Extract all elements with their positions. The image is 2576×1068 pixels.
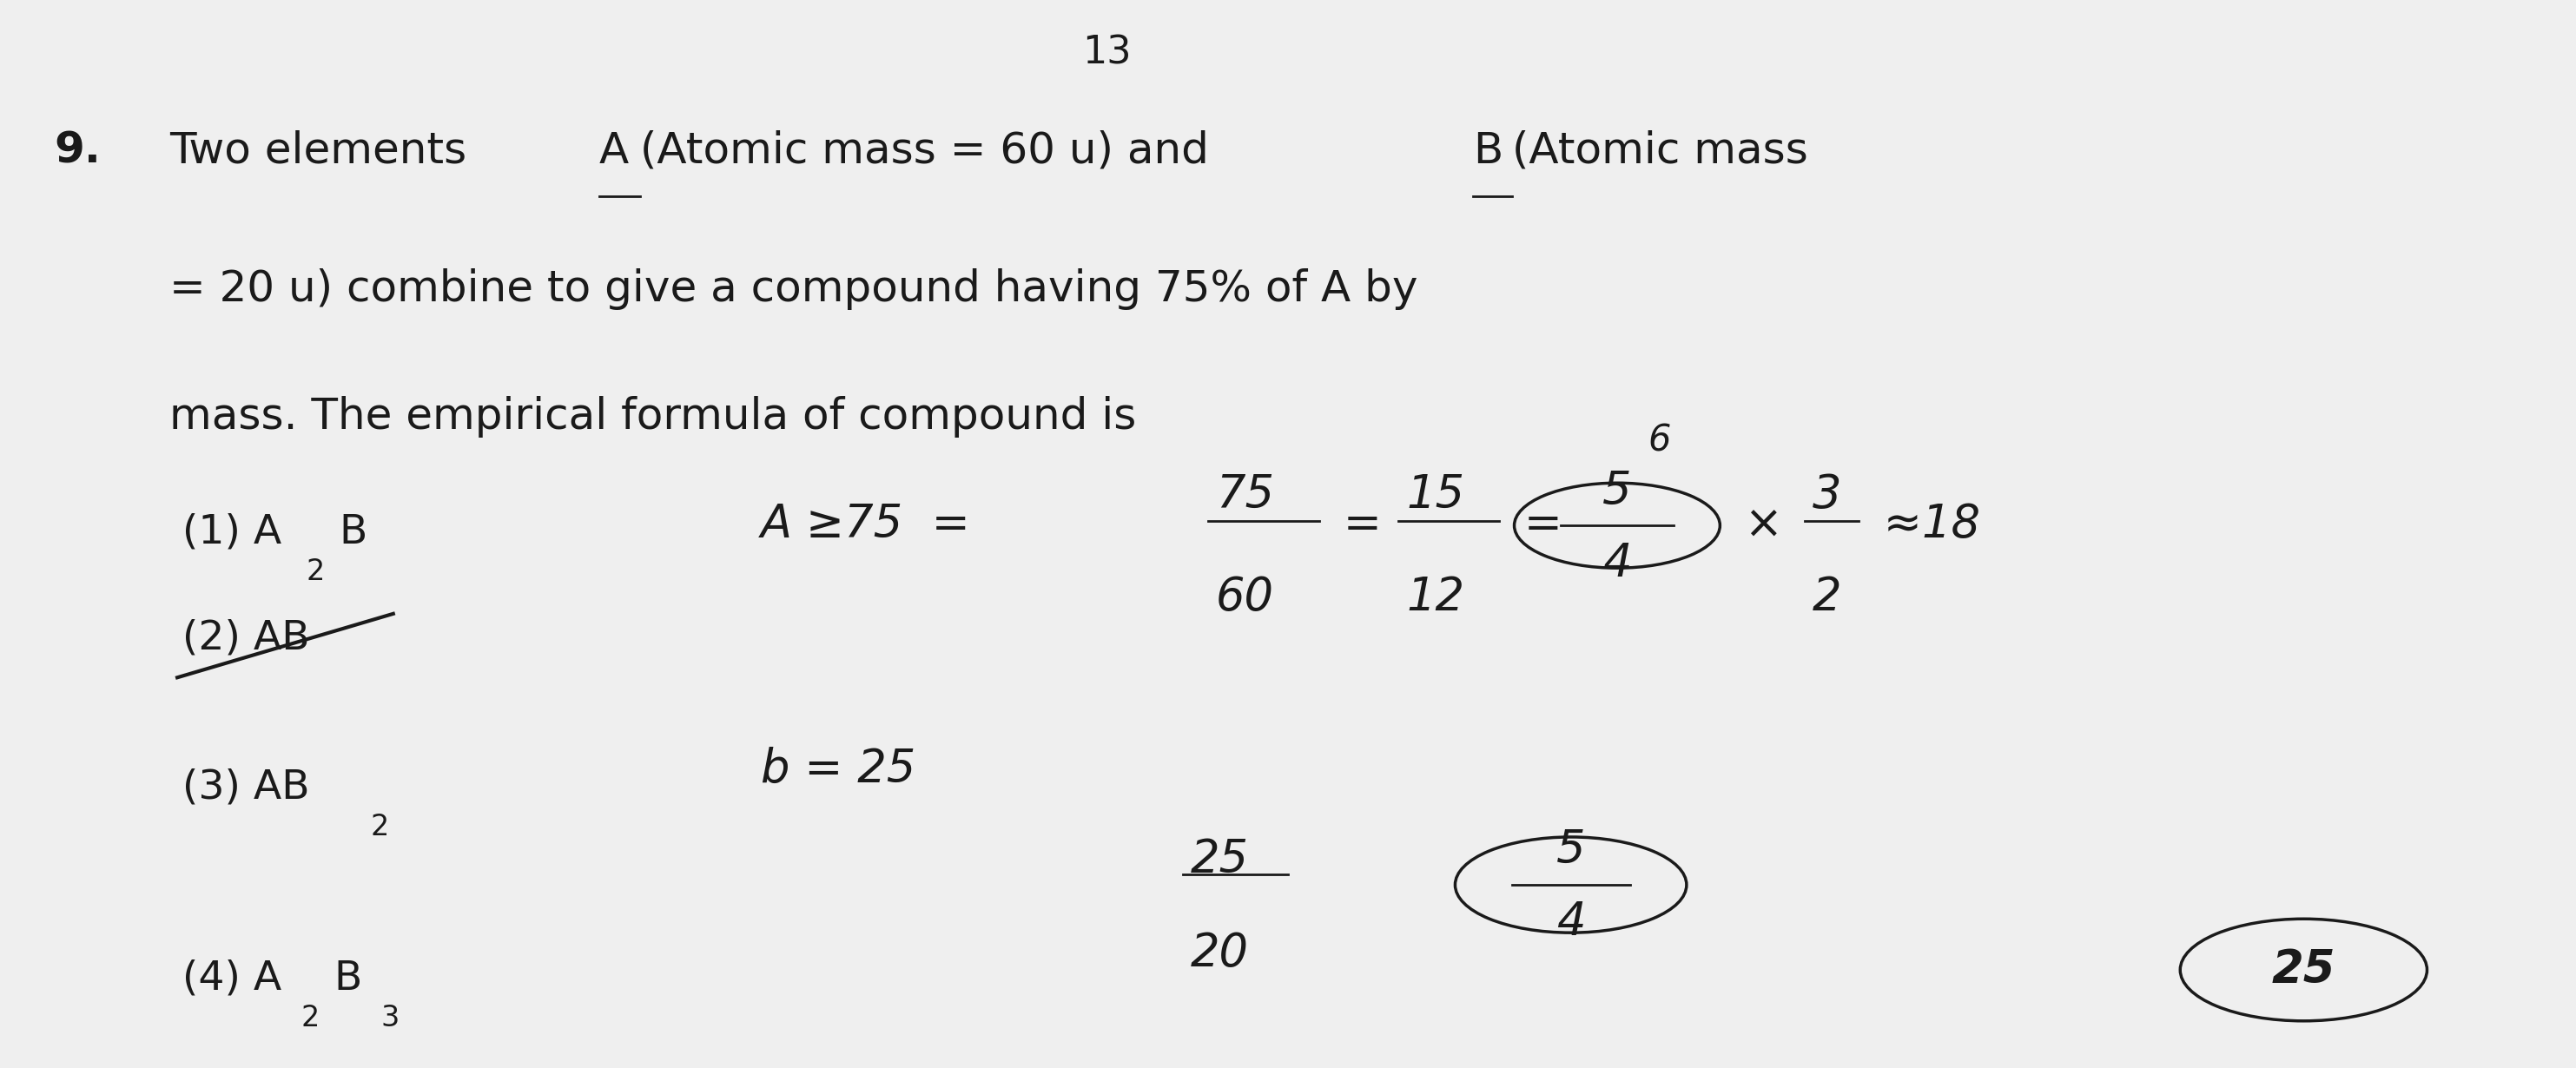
Text: 25: 25 (1190, 837, 1249, 882)
Text: (2) AB: (2) AB (183, 619, 309, 658)
Text: =: = (1510, 502, 1577, 547)
Text: = 20 u) combine to give a compound having 75% of A by: = 20 u) combine to give a compound havin… (170, 268, 1417, 310)
Text: 15: 15 (1406, 472, 1466, 518)
Text: B: B (1473, 130, 1502, 172)
Text: =: = (1329, 502, 1396, 547)
Text: ×: × (1731, 502, 1798, 547)
Text: 3: 3 (1814, 472, 1842, 518)
Text: (4) A: (4) A (183, 959, 281, 999)
Text: 20: 20 (1190, 930, 1249, 976)
Text: 5: 5 (1556, 828, 1584, 873)
Text: 25: 25 (2272, 947, 2336, 992)
Text: B: B (340, 513, 368, 552)
Text: 5: 5 (1602, 469, 1631, 514)
Text: 9.: 9. (54, 130, 100, 172)
Text: 4: 4 (1602, 541, 1631, 586)
Text: 2: 2 (307, 557, 325, 586)
Text: (1) A: (1) A (183, 513, 281, 552)
Text: mass. The empirical formula of compound is: mass. The empirical formula of compound … (170, 396, 1136, 438)
Text: B: B (335, 959, 363, 999)
Text: 4: 4 (1556, 899, 1584, 944)
Text: (Atomic mass = 60 u) and: (Atomic mass = 60 u) and (639, 130, 1224, 172)
Text: (3) AB: (3) AB (183, 768, 309, 807)
Text: 2: 2 (301, 1004, 319, 1033)
Text: 6: 6 (1649, 422, 1672, 459)
Text: 12: 12 (1406, 575, 1466, 619)
Text: 2: 2 (371, 813, 389, 842)
Text: 2: 2 (1814, 575, 1842, 619)
Text: 60: 60 (1216, 575, 1275, 619)
Text: 3: 3 (381, 1004, 399, 1033)
Text: A ≥75  =: A ≥75 = (760, 502, 987, 547)
Text: A: A (600, 130, 629, 172)
Text: Two elements: Two elements (170, 130, 482, 172)
Text: 75: 75 (1216, 472, 1275, 518)
Text: 13: 13 (1082, 34, 1131, 72)
Text: b = 25: b = 25 (760, 747, 914, 791)
Text: (Atomic mass: (Atomic mass (1512, 130, 1808, 172)
Text: ≈18: ≈18 (1870, 502, 1981, 547)
